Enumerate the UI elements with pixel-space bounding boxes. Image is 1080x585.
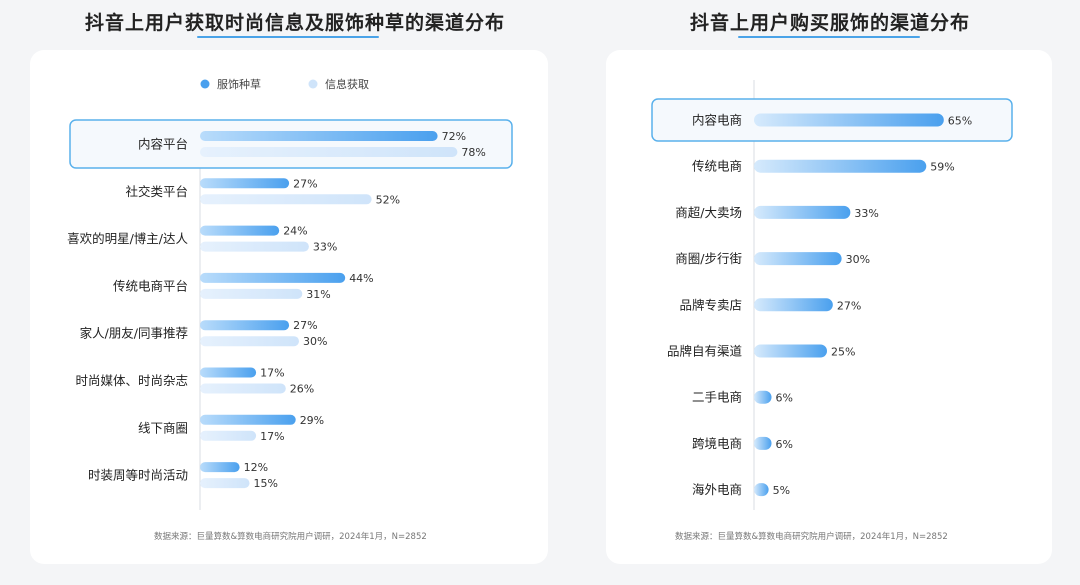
data-label: 27%: [837, 299, 861, 312]
bar-seed: [200, 320, 290, 331]
category-label: 时尚媒体、时尚杂志: [75, 373, 188, 388]
bar: [754, 436, 772, 450]
data-label: 25%: [831, 346, 855, 359]
bar-info: [200, 147, 458, 157]
category-label: 内容电商: [692, 113, 742, 128]
data-label: 15%: [254, 477, 278, 490]
left-chart-card: 服饰种草 信息获取内容平台 72% 78% 社交类平台 27% 52% 喜欢的明星/博主/达人…: [30, 50, 548, 564]
bar: [754, 390, 772, 404]
category-label: 社交类平台: [125, 184, 188, 199]
bar-info: [200, 241, 309, 252]
bar-seed: [200, 225, 280, 236]
bar-info: [200, 430, 257, 441]
left-source: 数据来源：巨量算数&算数电商研究院用户调研，2024年1月，N=2852: [154, 532, 427, 542]
data-label: 44%: [349, 272, 373, 285]
category-label: 海外电商: [692, 482, 742, 497]
category-label: 线下商圈: [138, 420, 188, 435]
bar-info: [200, 383, 286, 394]
bar-seed: [200, 131, 438, 141]
category-label: 传统电商平台: [113, 278, 188, 293]
bar-info: [200, 194, 372, 205]
right-title-underline: [738, 36, 920, 38]
category-label: 跨境电商: [692, 436, 742, 451]
category-label: 家人/朋友/同事推荐: [80, 326, 188, 341]
data-label: 5%: [773, 484, 790, 497]
category-label: 商超/大卖场: [675, 205, 742, 220]
left-chart-title: 抖音上用户获取时尚信息及服饰种草的渠道分布: [84, 12, 505, 34]
data-label: 6%: [776, 392, 793, 405]
legend-label: 信息获取: [325, 77, 369, 91]
bar-info: [200, 336, 299, 347]
data-label: 27%: [293, 177, 317, 190]
right-source: 数据来源：巨量算数&算数电商研究院用户调研，2024年1月，N=2852: [675, 532, 948, 542]
category-label: 传统电商: [692, 159, 742, 174]
legend-marker: [200, 79, 210, 89]
data-label: 30%: [303, 335, 327, 348]
bar: [754, 483, 769, 497]
bar-info: [200, 478, 250, 489]
data-label: 26%: [290, 383, 314, 396]
bar-info: [200, 288, 303, 299]
data-label: 30%: [846, 253, 870, 266]
data-label: 72%: [442, 130, 466, 143]
category-label: 喜欢的明星/博主/达人: [67, 231, 188, 246]
category-label: 品牌自有渠道: [667, 344, 743, 359]
bar-seed: [200, 462, 240, 473]
data-label: 59%: [930, 161, 954, 174]
data-label: 33%: [854, 207, 878, 220]
bar-seed: [200, 178, 290, 189]
data-label: 6%: [776, 438, 793, 451]
category-label: 商圈/步行街: [675, 251, 742, 266]
data-label: 78%: [461, 146, 485, 159]
bar-seed: [200, 272, 346, 283]
right-chart-title: 抖音上用户购买服饰的渠道分布: [689, 12, 970, 34]
category-label: 时装周等时尚活动: [88, 468, 188, 483]
category-label: 品牌专卖店: [679, 297, 742, 312]
bar: [754, 298, 833, 312]
right-chart: 内容电商 65% 传统电商 59% 商超/大卖场 33% 商圈/步行街 30% 品牌专卖店 27%…: [651, 80, 1013, 510]
bar: [754, 205, 851, 219]
data-label: 24%: [283, 225, 307, 238]
data-label: 12%: [244, 461, 268, 474]
data-label: 17%: [260, 430, 284, 443]
bar-seed: [200, 414, 296, 425]
left-title-underline: [197, 36, 379, 38]
data-label: 52%: [376, 193, 400, 206]
bar: [754, 252, 842, 266]
data-label: 31%: [306, 288, 330, 301]
category-label: 内容平台: [138, 137, 188, 152]
legend-label: 服饰种草: [217, 77, 261, 91]
right-chart-card: 内容电商 65% 传统电商 59% 商超/大卖场 33% 商圈/步行街 30% 品牌专卖店 27%…: [606, 50, 1052, 564]
data-label: 65%: [948, 115, 972, 128]
data-label: 33%: [313, 241, 337, 254]
bar: [754, 344, 827, 358]
bar: [754, 159, 927, 173]
legend-marker: [308, 79, 318, 89]
data-label: 29%: [300, 414, 324, 427]
category-label: 二手电商: [692, 390, 742, 405]
bar-seed: [200, 367, 257, 378]
bar: [754, 113, 944, 127]
data-label: 17%: [260, 367, 284, 380]
highlight-box: [69, 119, 513, 169]
data-label: 27%: [293, 319, 317, 332]
